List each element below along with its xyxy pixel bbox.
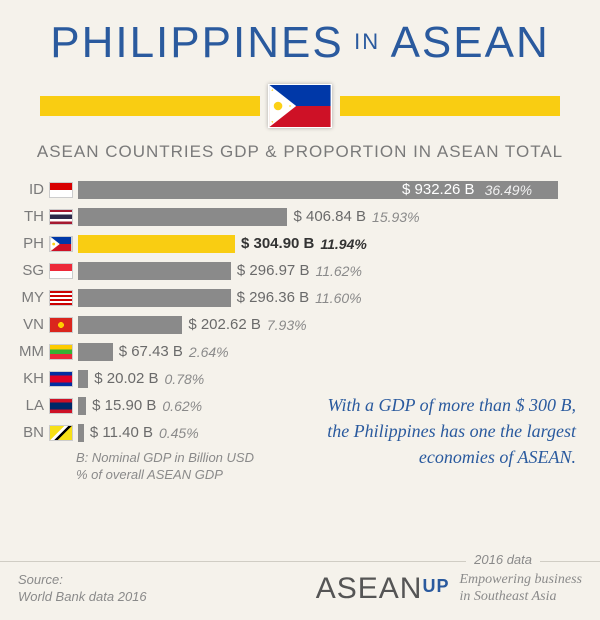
bn-flag-icon: [49, 425, 73, 441]
logo-up: UP: [422, 576, 449, 596]
logo-block: ASEANUP Empowering business in Southeast…: [316, 572, 582, 606]
gdp-bar: [78, 289, 231, 307]
gdp-value: $ 406.84 B: [293, 208, 366, 225]
country-code: MM: [18, 343, 44, 360]
source-text: World Bank data 2016: [18, 589, 147, 606]
gdp-percent: 36.49%: [485, 182, 532, 198]
chart-row-id: ID $ 932.26 B 36.49%: [18, 176, 582, 203]
vn-flag-icon: [49, 317, 73, 333]
gdp-bar: [78, 424, 84, 442]
country-code: PH: [18, 235, 44, 252]
gdp-percent: 11.94%: [320, 236, 366, 252]
country-code: LA: [18, 397, 44, 414]
chart-row-my: MY $ 296.36 B 11.60%: [18, 284, 582, 311]
mm-flag-icon: [49, 344, 73, 360]
highlight-blurb: With a GDP of more than $ 300 B, the Phi…: [326, 392, 576, 470]
country-code: SG: [18, 262, 44, 279]
aseanup-logo: ASEANUP: [316, 572, 450, 606]
gdp-value: $ 20.02 B: [94, 370, 158, 387]
gdp-value: $ 296.36 B: [237, 289, 310, 306]
page-title: PHILIPPINES IN ASEAN: [0, 18, 600, 68]
chart-row-ph: PH $ 304.90 B 11.94%: [18, 230, 582, 257]
footer: 2016 data Source: World Bank data 2016 A…: [0, 561, 600, 620]
header: PHILIPPINES IN ASEAN: [0, 0, 600, 78]
country-code: VN: [18, 316, 44, 333]
bar-wrap: $ 20.02 B 0.78%: [78, 370, 582, 388]
bar-wrap: $ 67.43 B 2.64%: [78, 343, 582, 361]
gdp-value: $ 932.26 B: [402, 181, 475, 198]
gdp-value: $ 15.90 B: [92, 397, 156, 414]
logo-tagline: Empowering business in Southeast Asia: [460, 572, 583, 606]
source-label: Source:: [18, 572, 147, 589]
gdp-percent: 11.60%: [315, 290, 361, 306]
gdp-bar: [78, 370, 88, 388]
gdp-percent: 2.64%: [189, 344, 229, 360]
bar-wrap: $ 304.90 B 11.94%: [78, 235, 582, 253]
gdp-bar: [78, 343, 113, 361]
accent-band-row: [0, 84, 600, 128]
gdp-bar: [78, 316, 182, 334]
chart-subtitle: ASEAN COUNTRIES GDP & PROPORTION IN ASEA…: [0, 142, 600, 162]
title-connector: IN: [354, 29, 380, 54]
chart-row-mm: MM $ 67.43 B 2.64%: [18, 338, 582, 365]
bar-wrap: $ 296.36 B 11.60%: [78, 289, 582, 307]
gdp-bar: [78, 262, 231, 280]
title-region: ASEAN: [391, 18, 550, 67]
country-code: BN: [18, 424, 44, 441]
kh-flag-icon: [49, 371, 73, 387]
ph-flag-icon: [49, 236, 73, 252]
bar-wrap: $ 296.97 B 11.62%: [78, 262, 582, 280]
chart-row-th: TH $ 406.84 B 15.93%: [18, 203, 582, 230]
title-main: PHILIPPINES: [50, 18, 343, 67]
tagline-l1: Empowering business: [460, 572, 583, 589]
la-flag-icon: [49, 398, 73, 414]
gdp-percent: 0.78%: [165, 371, 205, 387]
source-citation: Source: World Bank data 2016: [18, 572, 147, 606]
country-code: ID: [18, 181, 44, 198]
gdp-value: $ 67.43 B: [119, 343, 183, 360]
gdp-value: $ 296.97 B: [237, 262, 310, 279]
gdp-bar: [78, 208, 287, 226]
gdp-value: $ 304.90 B: [241, 235, 314, 252]
bar-wrap: $ 406.84 B 15.93%: [78, 208, 582, 226]
country-code: KH: [18, 370, 44, 387]
accent-band-left: [40, 96, 260, 116]
philippines-flag-icon: [268, 84, 332, 128]
gdp-bar: [78, 235, 235, 253]
country-code: TH: [18, 208, 44, 225]
chart-row-kh: KH $ 20.02 B 0.78%: [18, 365, 582, 392]
gdp-percent: 0.62%: [162, 398, 202, 414]
chart-row-sg: SG $ 296.97 B 11.62%: [18, 257, 582, 284]
chart-row-vn: VN $ 202.62 B 7.93%: [18, 311, 582, 338]
sg-flag-icon: [49, 263, 73, 279]
th-flag-icon: [49, 209, 73, 225]
data-year-tag: 2016 data: [466, 552, 540, 567]
accent-band-right: [340, 96, 560, 116]
id-flag-icon: [49, 182, 73, 198]
gdp-value: $ 11.40 B: [90, 424, 153, 441]
logo-main: ASEAN: [316, 572, 423, 605]
country-code: MY: [18, 289, 44, 306]
gdp-value: $ 202.62 B: [188, 316, 261, 333]
bar-wrap: $ 202.62 B 7.93%: [78, 316, 582, 334]
my-flag-icon: [49, 290, 73, 306]
gdp-percent: 15.93%: [372, 209, 419, 225]
gdp-percent: 7.93%: [267, 317, 307, 333]
gdp-percent: 0.45%: [159, 425, 199, 441]
gdp-bar: [78, 397, 86, 415]
bar-wrap: $ 932.26 B 36.49%: [78, 181, 582, 199]
gdp-percent: 11.62%: [315, 263, 361, 279]
tagline-l2: in Southeast Asia: [460, 589, 583, 606]
